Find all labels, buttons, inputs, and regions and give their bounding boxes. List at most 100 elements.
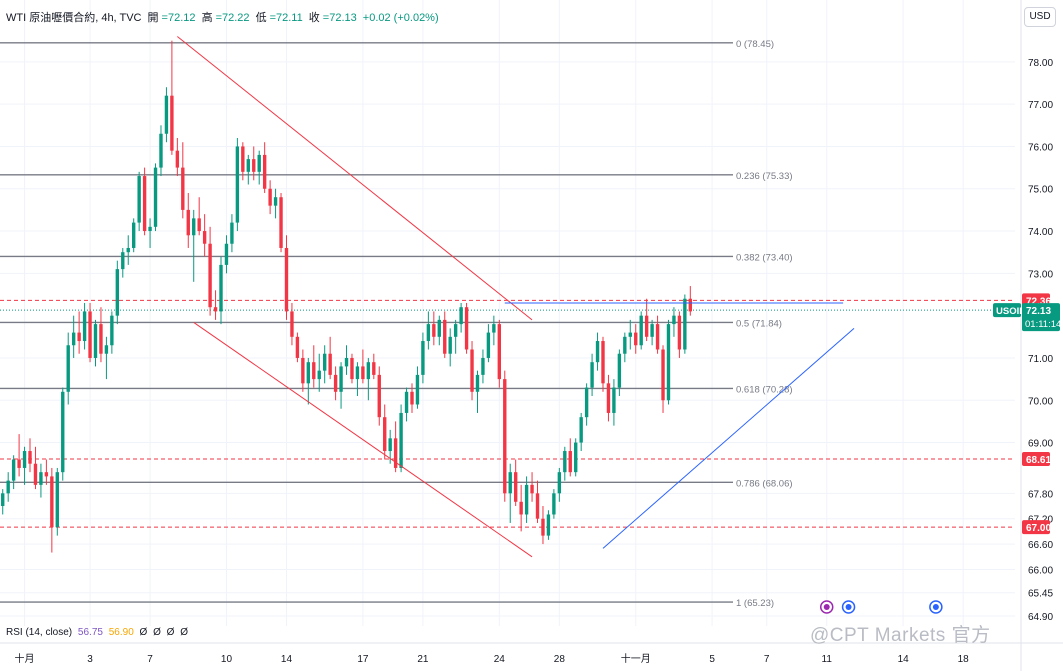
- x-tick-5: 17: [357, 654, 369, 665]
- candle-body-103: [563, 451, 567, 473]
- event-markers: [819, 600, 943, 614]
- candle-body-65: [355, 366, 360, 380]
- candle-body-55: [301, 357, 305, 384]
- y-tick-14: 64.90: [1028, 612, 1053, 623]
- candle-body-111: [606, 383, 611, 413]
- candle-body-76: [415, 374, 420, 405]
- event-dot-2: [932, 604, 939, 610]
- candle-body-61: [333, 374, 338, 392]
- channel-line-1: [193, 322, 533, 558]
- candle-body-101: [552, 493, 556, 515]
- candle-body-31: [170, 95, 174, 151]
- candle-body-17: [93, 324, 98, 358]
- candle-body-11: [61, 391, 65, 473]
- high-label: 高: [201, 12, 213, 24]
- candle-body-57: [312, 362, 316, 380]
- change-value: +0.02 (+0.02%): [362, 12, 439, 24]
- fib-label-3: 0.5 (71.84): [736, 318, 782, 329]
- x-tick-6: 21: [417, 654, 429, 665]
- candle-body-104: [568, 451, 572, 473]
- candle-body-10: [55, 472, 59, 528]
- candle-body-51: [279, 197, 283, 248]
- candle-body-62: [339, 366, 343, 392]
- x-tick-10: 5: [709, 654, 715, 665]
- candle-body-106: [579, 417, 583, 443]
- x-tick-2: 7: [147, 654, 153, 665]
- candle-body-73: [399, 412, 403, 468]
- y-tick-7: 70.00: [1028, 396, 1053, 407]
- candle-body-49: [268, 188, 272, 206]
- candle-body-21: [115, 269, 120, 316]
- rsi-label[interactable]: RSI (14, close): [6, 627, 73, 638]
- fib-label-5: 0.786 (68.06): [736, 478, 793, 489]
- low-value: =72.11: [269, 12, 303, 24]
- symbol-title[interactable]: WTI 原油嚦價合約, 4h, TVC: [6, 12, 142, 24]
- candle-body-114: [623, 336, 627, 354]
- candle-body-84: [459, 307, 463, 325]
- drawings-layer: [177, 36, 855, 558]
- candle-body-59: [322, 353, 327, 371]
- candle-body-70: [383, 417, 387, 452]
- candle-body-78: [426, 324, 431, 342]
- x-tick-7: 24: [494, 654, 506, 665]
- candle-body-110: [601, 341, 605, 384]
- candle-body-81: [443, 319, 447, 354]
- candle-body-60: [328, 353, 332, 375]
- candle-body-97: [530, 484, 534, 494]
- low-label: 低: [255, 12, 267, 24]
- fib-label-6: 1 (65.23): [736, 598, 774, 609]
- candle-body-64: [350, 357, 354, 380]
- candle-body-23: [126, 247, 130, 253]
- x-tick-12: 11: [822, 654, 833, 665]
- candle-body-0: [1, 493, 5, 507]
- x-tick-14: 18: [958, 654, 970, 665]
- level-tag-bg-1: [1022, 452, 1050, 467]
- y-tick-0: 78.00: [1028, 58, 1053, 69]
- candle-body-108: [590, 362, 594, 388]
- candle-body-40: [219, 264, 223, 312]
- candle-body-121: [661, 349, 665, 401]
- x-tick-13: 14: [898, 654, 910, 665]
- candle-body-6: [33, 463, 38, 485]
- candle-body-54: [295, 336, 300, 358]
- candle-body-68: [372, 362, 376, 375]
- x-tick-8: 28: [554, 654, 566, 665]
- candle-body-15: [82, 311, 87, 342]
- price-axis: 78.00 77.00 76.00 75.00 74.00 73.00 71.00 70.00…: [993, 0, 1061, 671]
- candle-body-102: [557, 472, 562, 494]
- x-tick-9: 十一月: [621, 652, 651, 665]
- y-tick-5: 73.00: [1028, 269, 1053, 280]
- candle-body-125: [683, 298, 687, 350]
- candle-body-95: [519, 501, 523, 515]
- candle-body-14: [77, 332, 81, 342]
- candle-body-36: [197, 218, 201, 232]
- fib-label-0: 0 (78.45): [736, 39, 774, 50]
- candle-body-89: [486, 332, 491, 358]
- candle-body-120: [655, 324, 660, 350]
- candle-body-53: [290, 311, 294, 337]
- candle-body-90: [492, 324, 496, 333]
- event-dot-1: [845, 604, 852, 610]
- candle-body-41: [224, 243, 229, 265]
- currency-button[interactable]: USD: [1024, 7, 1056, 27]
- candle-body-93: [508, 472, 512, 494]
- candle-body-38: [208, 243, 212, 308]
- fib-label-1: 0.236 (75.33): [736, 171, 793, 182]
- candle-body-92: [503, 379, 507, 494]
- level-tag-0: 72.36: [1026, 296, 1051, 307]
- candle-body-7: [39, 472, 43, 485]
- open-value: =72.12: [161, 12, 196, 24]
- fib-label-4: 0.618 (70.28): [736, 384, 793, 395]
- rsi-legend: RSI (14, close) 56.75 56.90 Ø Ø Ø Ø: [6, 627, 191, 638]
- candle-body-91: [497, 324, 502, 380]
- candle-body-32: [175, 150, 180, 168]
- symbol-tag-bg: [993, 303, 1021, 318]
- candle-body-105: [574, 442, 578, 473]
- candle-body-18: [99, 324, 103, 354]
- candle-body-4: [22, 451, 27, 468]
- candle-body-13: [71, 332, 76, 346]
- channel-line-0: [177, 36, 533, 321]
- y-tick-4: 74.00: [1028, 227, 1053, 238]
- watermark: @CPT Markets 官方: [810, 625, 991, 646]
